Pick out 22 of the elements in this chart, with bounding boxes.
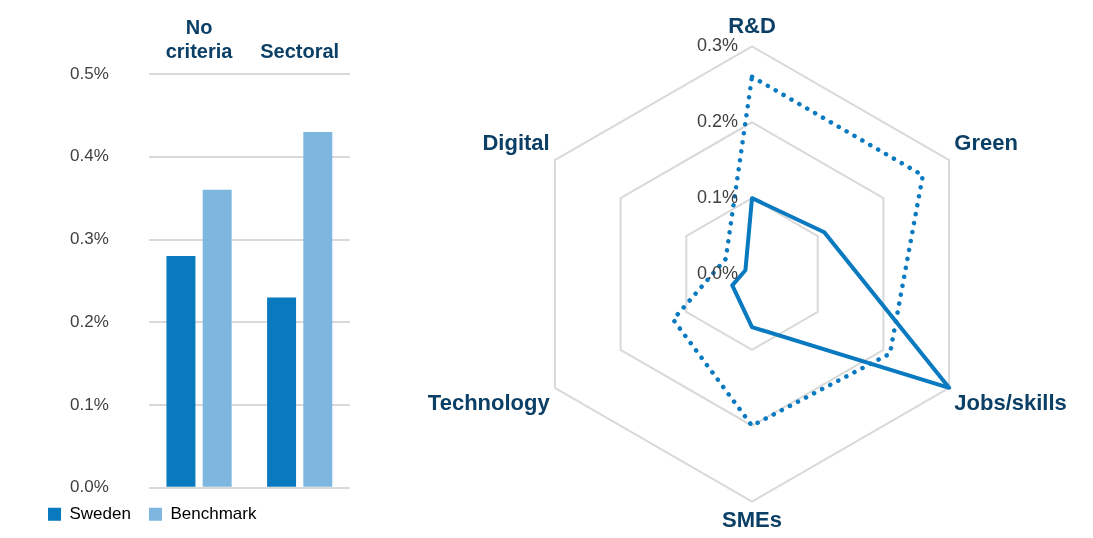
bar	[267, 297, 297, 487]
bar	[303, 131, 333, 487]
x-tick-label: No criteria	[165, 15, 234, 62]
spoke-label: Jobs/skills	[954, 390, 1067, 416]
spoke-label: Green	[954, 130, 1018, 156]
legend-label: Sweden	[69, 503, 131, 523]
bar	[202, 189, 232, 487]
y-tick-label: 0.3%	[70, 229, 109, 249]
y-tick-label: 0.2%	[70, 311, 109, 331]
y-tick-label: 0.2%	[696, 111, 738, 132]
spoke-label: Digital	[482, 130, 550, 156]
legend-label: Benchmark	[170, 503, 257, 523]
y-tick-label: 0.0%	[70, 477, 109, 497]
bar	[166, 256, 196, 487]
y-tick-label: 0.1%	[70, 394, 109, 414]
y-tick-label: 0.5%	[70, 63, 109, 83]
spoke-label: SMEs	[722, 506, 782, 532]
y-tick-label: 0.4%	[70, 146, 109, 166]
y-tick-label: 0.0%	[696, 262, 738, 283]
spoke-label: Technology	[427, 390, 551, 416]
y-tick-label: 0.1%	[696, 187, 738, 208]
x-tick-label: Sectoral	[260, 39, 340, 62]
